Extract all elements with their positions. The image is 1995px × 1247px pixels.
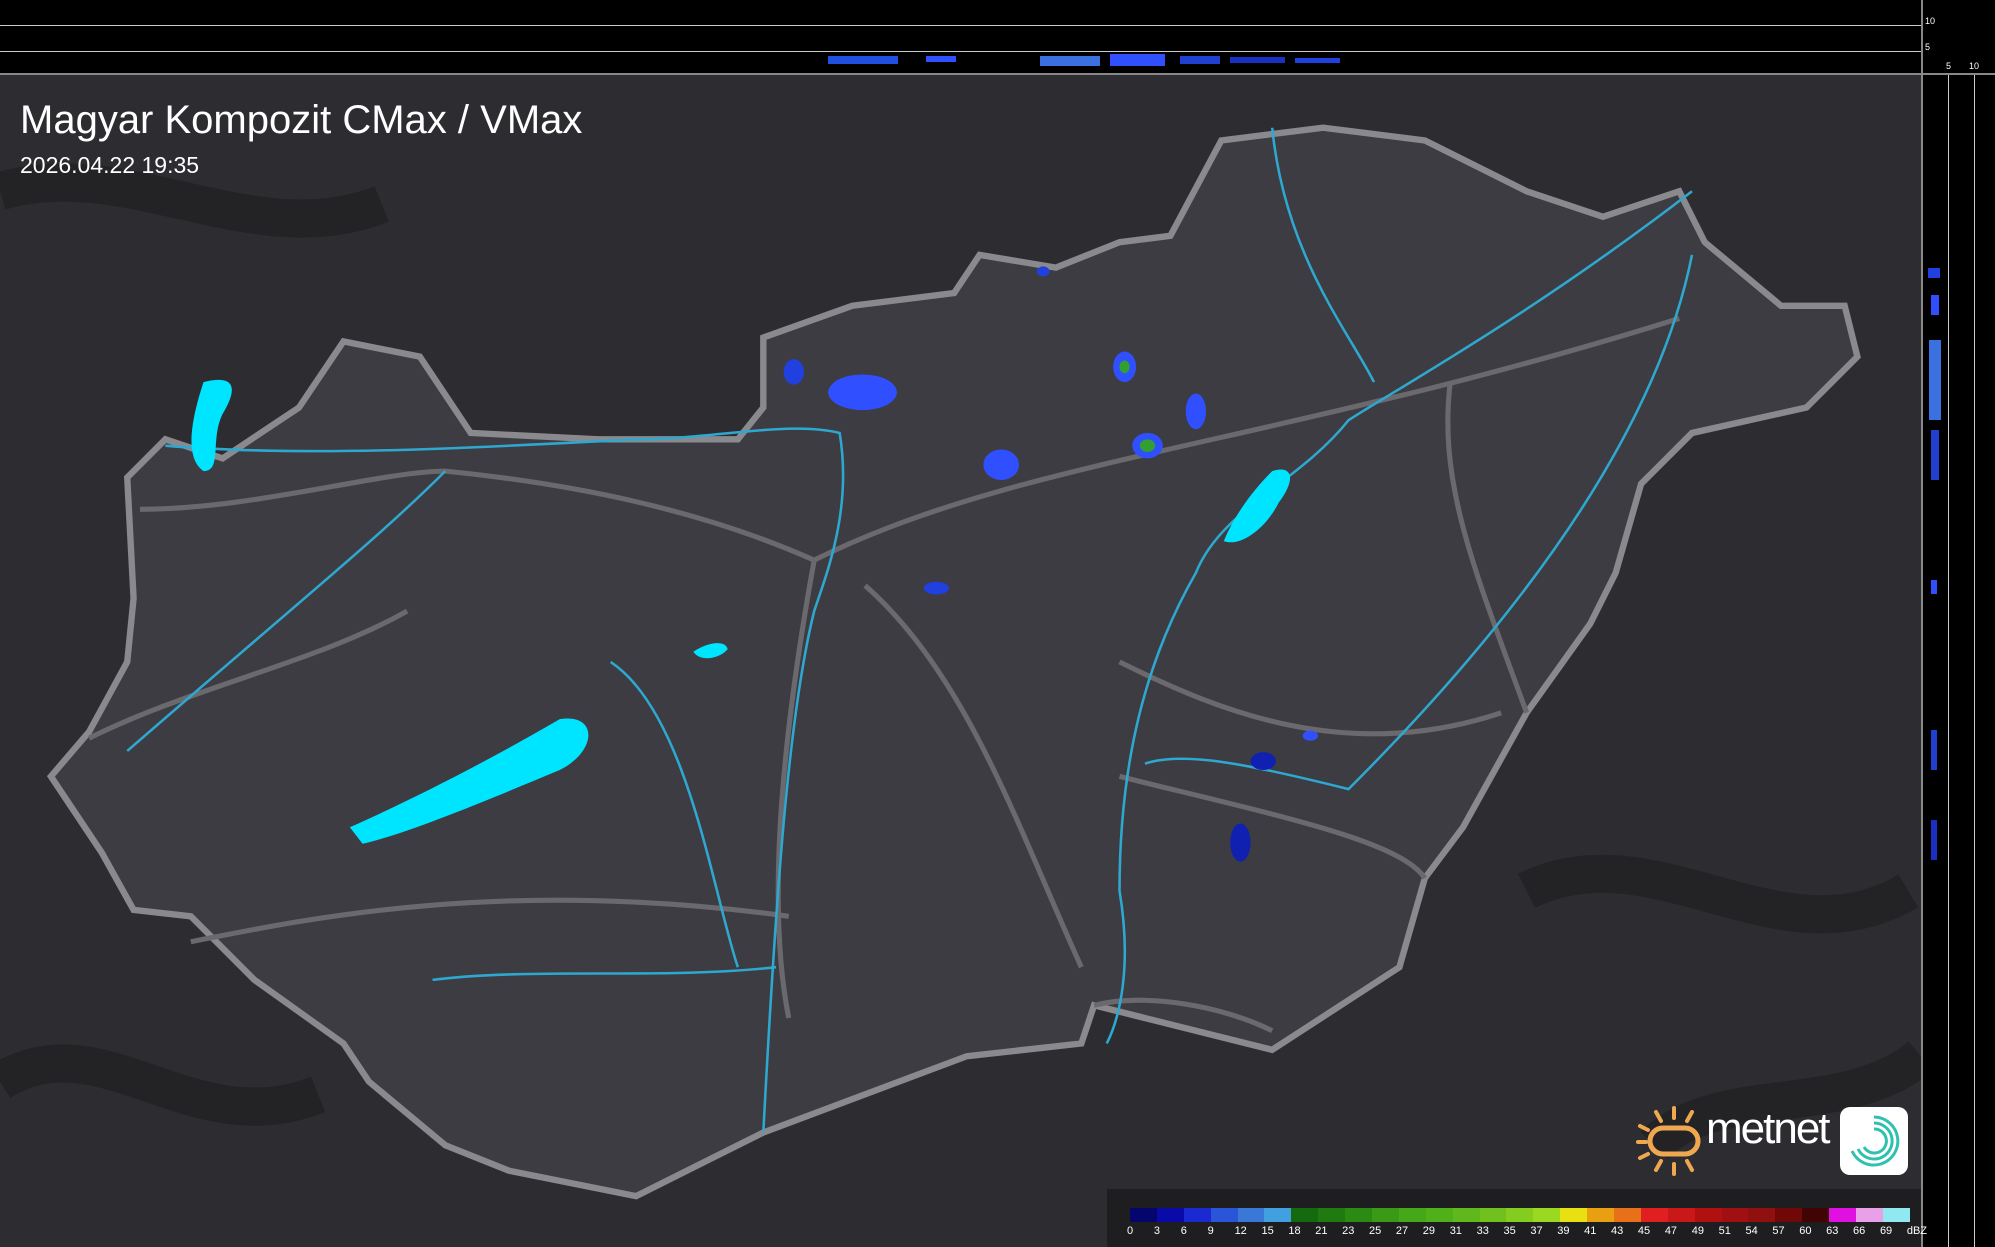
gridline-10 [0, 25, 1921, 26]
sun-logo-icon [1636, 1106, 1701, 1176]
legend-label: 47 [1664, 1225, 1678, 1237]
legend-label: 54 [1745, 1225, 1758, 1237]
legend-swatch [1856, 1208, 1883, 1222]
legend-label: 23 [1342, 1225, 1355, 1237]
map-canvas[interactable] [0, 73, 1921, 1247]
legend-swatch [1882, 1208, 1910, 1222]
legend-label: 39 [1557, 1225, 1570, 1237]
map-timestamp: 2026.04.22 19:35 [20, 152, 200, 178]
legend-swatch [1183, 1208, 1211, 1222]
legend-swatch [1425, 1208, 1453, 1222]
legend-swatch [1318, 1208, 1346, 1222]
legend-label: 33 [1476, 1225, 1489, 1237]
legend-unit: dBZ [1906, 1225, 1928, 1237]
legend-label: 18 [1288, 1225, 1301, 1237]
dbz-color-legend: 0 3 6 9 12 15 18 21 23 25 27 29 31 33 35 37 39 41 43 45 47 49… [1107, 1189, 1927, 1247]
legend-labels: 0 3 6 9 12 15 18 21 23 25 27 29 31 33 35 37 39 41 43 45 47 49… [1127, 1225, 1934, 1237]
logo-text: metnet [1706, 1104, 1831, 1153]
legend-swatch [1587, 1208, 1615, 1222]
legend-swatch [1640, 1208, 1668, 1222]
legend-label: 60 [1799, 1225, 1812, 1237]
legend-swatch [1667, 1208, 1695, 1222]
map-title: Magyar Kompozit CMax / VMax [20, 98, 583, 142]
lake-tisza [1223, 469, 1291, 543]
axis-label-bottom-5: 5 [1946, 61, 1952, 71]
rivers [126, 127, 1694, 1133]
legend-label: 12 [1234, 1225, 1247, 1237]
legend-label: 45 [1637, 1225, 1651, 1237]
legend-label: 31 [1449, 1225, 1462, 1237]
lake-velence [693, 643, 728, 659]
top-profile-echoes [828, 54, 1340, 66]
legend-color-bar [1130, 1208, 1910, 1222]
legend-label: 3 [1153, 1225, 1161, 1237]
legend-swatch [1452, 1208, 1480, 1222]
legend-label: 6 [1180, 1225, 1187, 1237]
terrain-relief [0, 163, 1921, 1160]
legend-label: 43 [1611, 1225, 1624, 1237]
side-profile-echoes [1928, 268, 1941, 860]
lake-balaton [349, 718, 589, 844]
legend-swatch [1156, 1208, 1184, 1222]
legend-label: 57 [1772, 1225, 1785, 1237]
legend-label: 51 [1718, 1225, 1731, 1237]
legend-swatch [1372, 1208, 1399, 1222]
metnet-logo: metnet [1636, 1104, 1908, 1183]
legend-label: 69 [1879, 1225, 1893, 1237]
legend-label: 9 [1207, 1225, 1214, 1237]
axis-label-top-10: 10 [1925, 16, 1936, 26]
legend-swatch [1829, 1208, 1857, 1222]
top-cross-section-strip [0, 0, 1921, 75]
gridline-5 [0, 51, 1921, 52]
legend-label: 66 [1853, 1225, 1866, 1237]
legend-label: 37 [1530, 1225, 1543, 1237]
legend-swatch [1130, 1208, 1157, 1222]
legend-swatch [1721, 1208, 1749, 1222]
legend-label: 41 [1584, 1225, 1597, 1237]
legend-swatch [1614, 1208, 1641, 1222]
county-borders [87, 316, 1681, 1034]
legend-swatch [1775, 1208, 1803, 1222]
legend-label: 63 [1826, 1225, 1839, 1237]
legend-swatch [1345, 1208, 1373, 1222]
legend-swatch [1264, 1208, 1292, 1222]
legend-swatch [1398, 1208, 1426, 1222]
lake-ferto [191, 379, 232, 472]
legend-label: 25 [1369, 1225, 1382, 1237]
axis-label-bottom-10: 10 [1969, 61, 1980, 71]
lakes [191, 379, 1291, 844]
legend-swatch [1533, 1208, 1561, 1222]
legend-swatch [1802, 1208, 1830, 1222]
side-cross-section-strip: 10 5 5 10 [1921, 0, 1995, 1247]
radar-echoes [783, 266, 1318, 862]
legend-swatch [1479, 1208, 1507, 1222]
legend-swatch [1506, 1208, 1534, 1222]
legend-label: 49 [1691, 1225, 1704, 1237]
legend-swatch [1560, 1208, 1588, 1222]
legend-label: 27 [1395, 1225, 1409, 1237]
legend-label: 35 [1503, 1225, 1516, 1237]
legend-swatch [1748, 1208, 1776, 1222]
legend-swatch [1694, 1208, 1722, 1222]
legend-label: 21 [1315, 1225, 1328, 1237]
spiral-app-icon [1840, 1107, 1908, 1175]
legend-label: 0 [1127, 1225, 1134, 1237]
axis-label-top-5: 5 [1925, 42, 1931, 52]
legend-label: 15 [1261, 1225, 1274, 1237]
legend-swatch [1210, 1208, 1238, 1222]
legend-swatch [1237, 1208, 1265, 1222]
legend-swatch [1291, 1208, 1319, 1222]
legend-label: 29 [1422, 1225, 1436, 1237]
